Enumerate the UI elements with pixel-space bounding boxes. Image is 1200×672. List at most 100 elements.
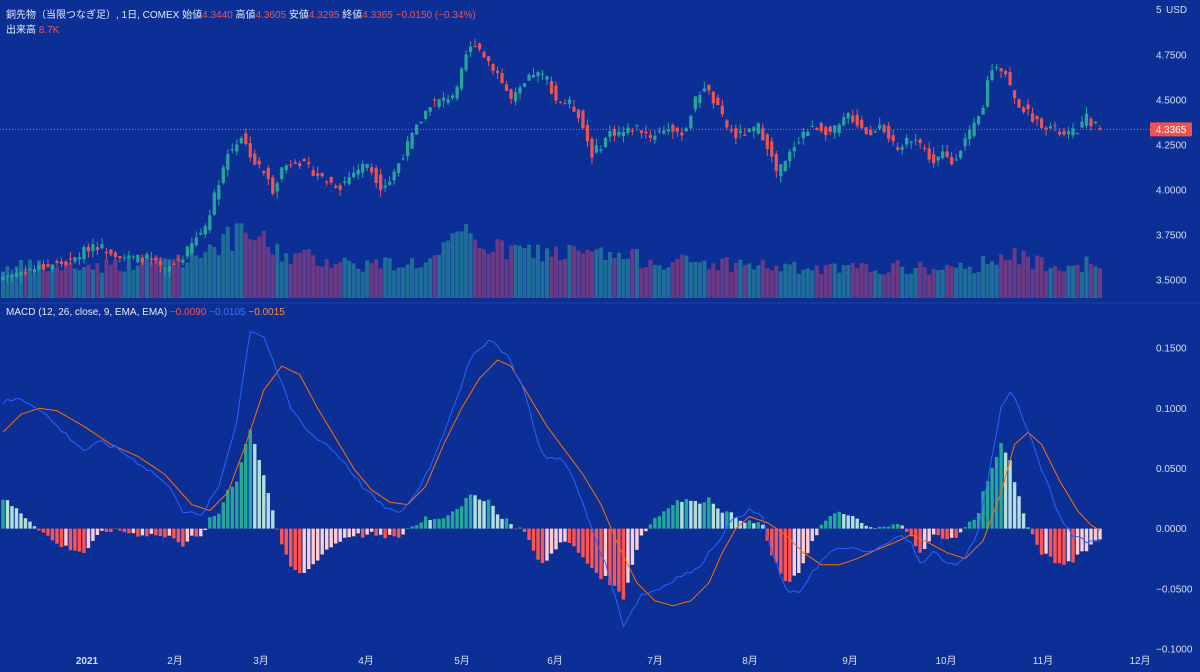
candle-body — [370, 167, 374, 173]
candle-body — [932, 154, 936, 164]
symbol-title[interactable]: 銅先物（当限つなぎ足）, 1日, COMEX — [6, 10, 180, 21]
macd-histogram-bar — [990, 467, 994, 529]
macd-histogram-bar — [500, 518, 504, 529]
macd-histogram-bar — [882, 526, 886, 529]
macd-histogram-bar — [428, 520, 432, 529]
time-axis-tick: 10月 — [935, 655, 956, 667]
volume-bar — [293, 253, 298, 298]
macd-axis-tick: 0.1500 — [1156, 344, 1187, 355]
candle-body — [95, 247, 100, 251]
candle-body — [113, 252, 117, 257]
volume-bar — [657, 265, 662, 298]
candle-body — [603, 138, 608, 147]
macd-histogram-bar — [752, 523, 756, 529]
volume-bar — [468, 233, 473, 298]
macd-indicator-label[interactable]: MACD (12, 26, close, 9, EMA, EMA) — [6, 307, 168, 318]
volume-bar — [918, 261, 923, 298]
candle-body — [154, 258, 158, 261]
volume-bar — [176, 254, 181, 298]
macd-axis-tick: 0.1000 — [1156, 404, 1187, 415]
volume-bar — [742, 265, 747, 298]
macd-histogram-bar — [549, 528, 554, 554]
macd-histogram-bar — [747, 520, 752, 529]
volume-bar — [963, 268, 968, 298]
macd-histogram-bar — [981, 491, 985, 529]
candle-body — [437, 99, 441, 107]
macd-histogram-bar — [1003, 452, 1008, 529]
candle-body — [711, 91, 715, 104]
candle-body — [968, 129, 972, 140]
macd-histogram-bar — [235, 481, 239, 529]
candle-body — [410, 132, 414, 149]
close-label: 終値 — [342, 10, 363, 21]
macd-histogram-bar — [994, 456, 999, 529]
candle-body — [118, 256, 122, 259]
open-value: 4.3440 — [202, 10, 233, 21]
macd-histogram-bar — [963, 527, 967, 529]
volume-bar — [473, 239, 478, 298]
volume-bar — [198, 258, 203, 298]
macd-histogram-bar — [819, 524, 823, 529]
macd-histogram-bar — [873, 528, 877, 529]
candle-body — [235, 144, 239, 152]
volume-bar — [1066, 265, 1071, 298]
candle-body — [518, 87, 522, 94]
macd-histogram-bar — [886, 526, 891, 529]
volume-bar — [104, 259, 109, 298]
candle-body — [446, 99, 450, 103]
macd-histogram-bar — [806, 528, 810, 554]
candle-body — [675, 127, 679, 132]
volume-bar — [545, 248, 550, 298]
volume-bar — [1084, 256, 1089, 298]
volume-bar — [859, 262, 864, 298]
volume-bar — [383, 257, 388, 298]
macd-histogram-bar — [275, 528, 279, 530]
macd-histogram-bar — [423, 516, 428, 529]
volume-label[interactable]: 出来高 — [6, 25, 36, 36]
macd-histogram-bar — [954, 528, 958, 538]
volume-bar — [877, 274, 882, 298]
macd-histogram-bar — [95, 528, 100, 536]
macd-histogram-bar — [369, 528, 374, 532]
volume-bar — [68, 262, 73, 298]
candle-body — [648, 134, 653, 138]
macd-histogram-bar — [59, 528, 64, 547]
close-value: 4.3365 — [362, 10, 393, 21]
candle-body — [262, 171, 266, 174]
candle-body — [149, 258, 153, 261]
volume-bar — [931, 269, 936, 298]
macd-histogram-bar — [329, 528, 333, 548]
candle-body — [684, 128, 688, 132]
volume-bar — [275, 243, 280, 298]
candle-body — [311, 170, 315, 176]
candle-body — [680, 132, 684, 136]
volume-bar — [1075, 264, 1080, 298]
candle-body — [482, 51, 486, 58]
candle-body — [172, 263, 176, 265]
time-axis-tick: 6月 — [547, 655, 563, 667]
volume-bar — [900, 266, 905, 298]
volume-bar — [518, 245, 523, 298]
candle-body — [549, 81, 554, 94]
macd-histogram-bar — [621, 528, 626, 600]
candle-body — [743, 134, 747, 137]
volume-bar — [1093, 266, 1098, 298]
low-label: 安値 — [288, 10, 309, 21]
volume-bar — [77, 269, 82, 298]
macd-histogram-bar — [226, 489, 230, 529]
volume-bar — [675, 258, 680, 298]
candle-body — [941, 151, 945, 159]
candle-body — [185, 246, 189, 257]
candle-body — [320, 172, 324, 177]
candle-body — [23, 272, 28, 275]
macd-histogram-bar — [172, 528, 176, 539]
macd-histogram-bar — [734, 517, 738, 529]
macd-histogram-bar — [437, 518, 441, 529]
volume-bar — [612, 258, 617, 298]
macd-histogram-bar — [383, 528, 387, 539]
volume-bar — [356, 268, 361, 298]
macd-histogram-bar — [450, 511, 455, 529]
macd-histogram-bar — [958, 528, 963, 533]
volume-bar — [850, 262, 855, 298]
